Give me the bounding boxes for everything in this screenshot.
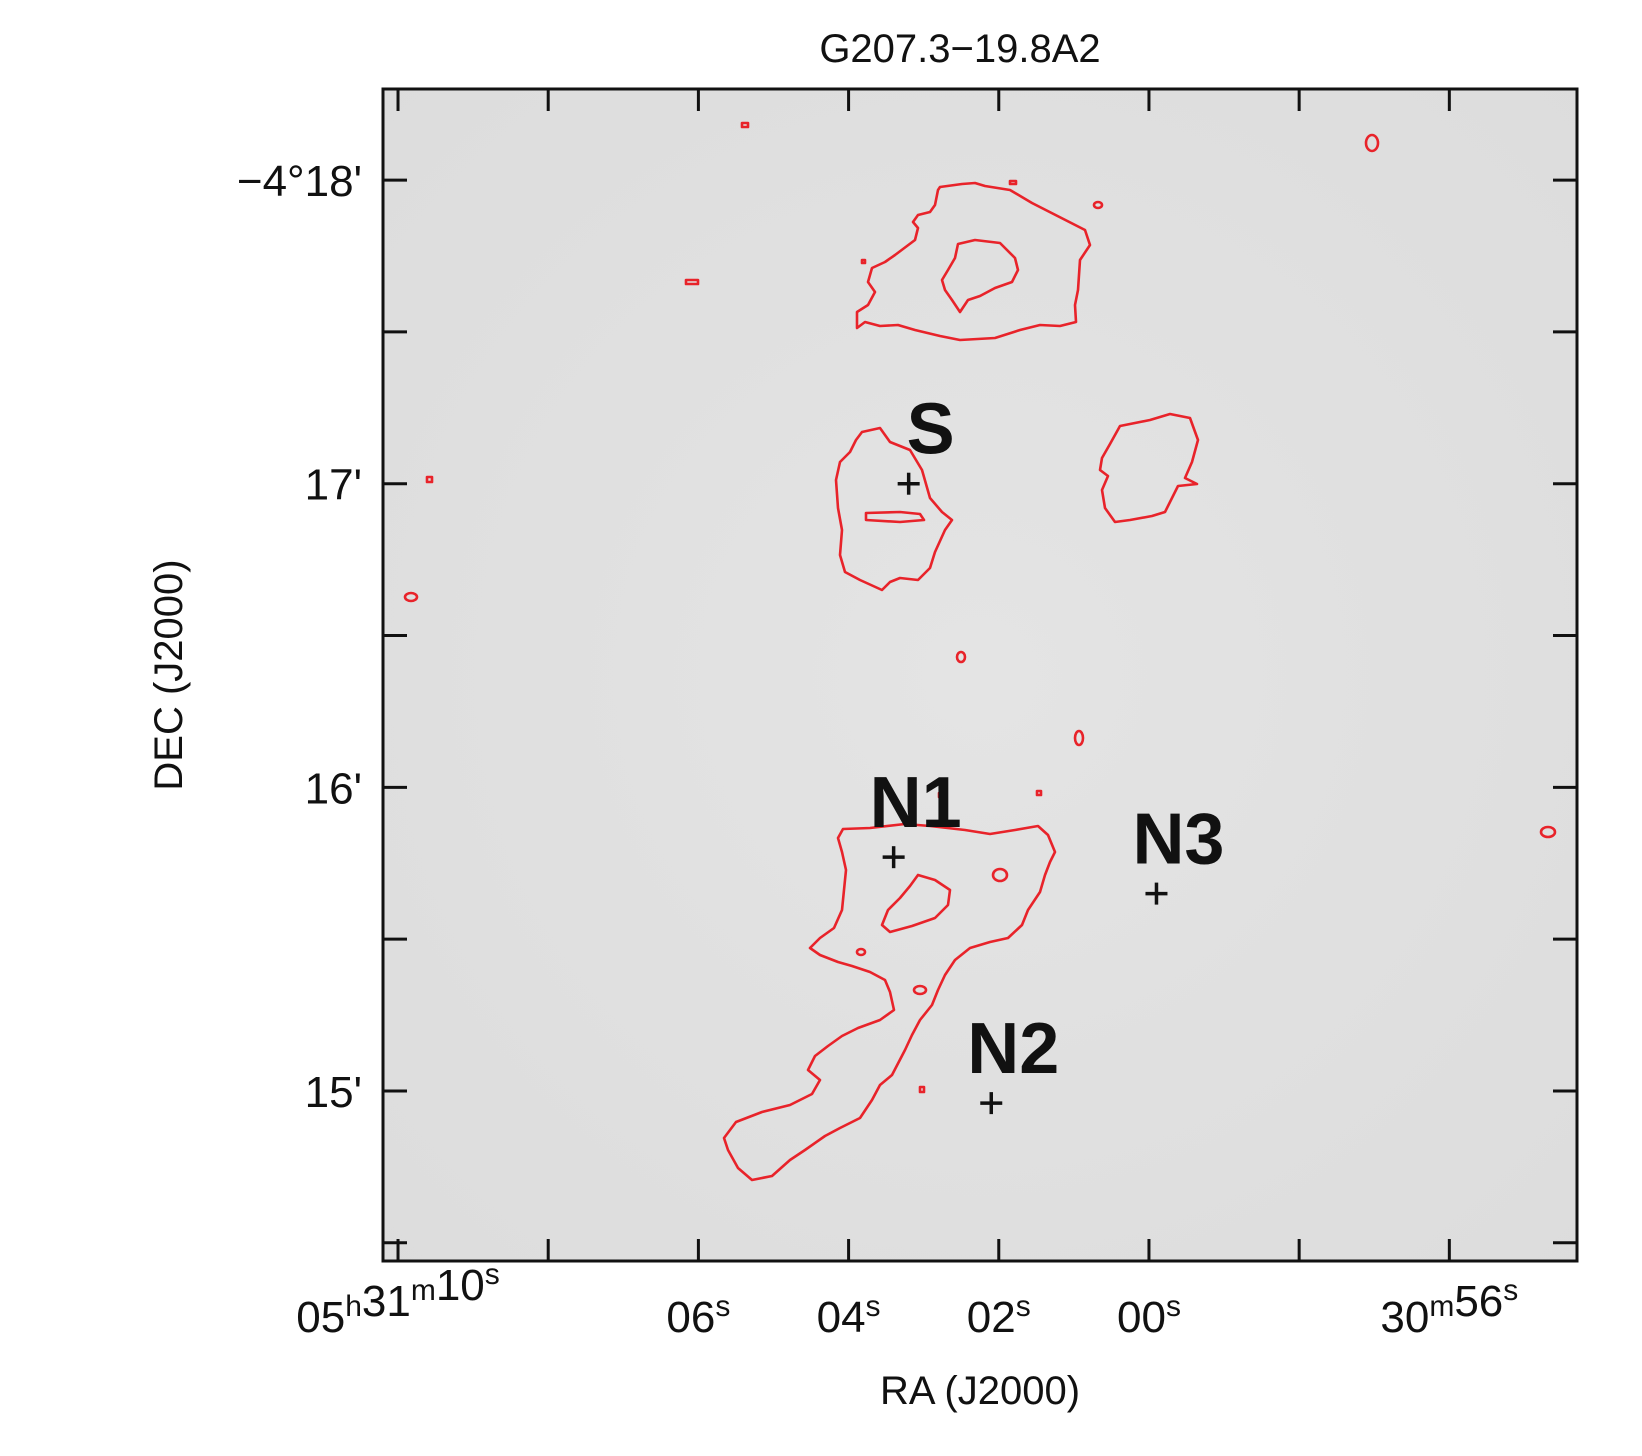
contour-blob xyxy=(912,984,928,996)
x-tick-label: 04s xyxy=(817,1290,881,1342)
source-s: S xyxy=(897,390,955,495)
plot-area: N2 N1 N3 S xyxy=(381,87,1579,1263)
y-tick-label: −4°18' xyxy=(237,157,362,206)
contour-blob xyxy=(855,947,867,957)
contour-n2-outer xyxy=(855,181,1092,342)
source-n1: N1 xyxy=(870,763,962,869)
source-n2: N2 xyxy=(967,1009,1059,1115)
y-tick-label: 17' xyxy=(305,461,362,510)
source-label: N3 xyxy=(1132,800,1224,880)
contour-layer xyxy=(403,121,1557,1182)
contour-blob xyxy=(740,121,750,129)
y-tick-label: 15' xyxy=(305,1068,362,1117)
contour-blob xyxy=(918,1085,926,1094)
plot-frame xyxy=(381,87,1579,1263)
x-tick-label: 02s xyxy=(967,1290,1031,1342)
contour-n3 xyxy=(1098,412,1200,524)
y-axis: 15' 16' 17' −4°18' xyxy=(237,157,1577,1245)
x-tick-label: 30m56s xyxy=(1380,1274,1518,1342)
contour-blob xyxy=(1539,825,1557,839)
source-layer: N2 N1 N3 S xyxy=(870,390,1224,1115)
chart-title: G207.3−19.8A2 xyxy=(819,27,1100,71)
y-axis-title: DEC (J2000) xyxy=(147,559,191,790)
x-tick-label: 06s xyxy=(666,1290,730,1342)
contour-blob xyxy=(403,591,419,603)
x-tick-label: 00s xyxy=(1117,1290,1181,1342)
contour-blob xyxy=(860,258,867,265)
x-axis: 05h31m10s 06s 04s 02s 00s 30m56s xyxy=(296,89,1518,1342)
contour-n2-inner xyxy=(940,238,1020,314)
greyscale-image xyxy=(383,89,1577,1261)
x-axis-title: RA (J2000) xyxy=(880,1369,1080,1413)
contour-n1-outer xyxy=(834,426,954,592)
contour-n1-inner xyxy=(864,510,926,524)
contour-blob xyxy=(1092,200,1104,210)
contour-blob xyxy=(684,278,700,286)
source-label: N2 xyxy=(967,1009,1059,1089)
contour-blob xyxy=(937,791,948,799)
contour-blob xyxy=(425,475,434,484)
source-label: S xyxy=(907,390,955,470)
source-n3: N3 xyxy=(1132,800,1224,905)
contour-blob xyxy=(991,867,1009,883)
contour-blob xyxy=(955,650,967,664)
source-label: N1 xyxy=(870,763,962,843)
contour-blob xyxy=(1364,133,1380,153)
contour-blob xyxy=(1035,789,1043,797)
x-tick-label: 05h31m10s xyxy=(296,1258,500,1342)
contour-blob xyxy=(1008,179,1018,186)
contour-blob xyxy=(1073,729,1085,747)
y-tick-label: 16' xyxy=(305,764,362,813)
contour-s-outer xyxy=(722,822,1057,1182)
contour-s-inner xyxy=(880,873,952,934)
